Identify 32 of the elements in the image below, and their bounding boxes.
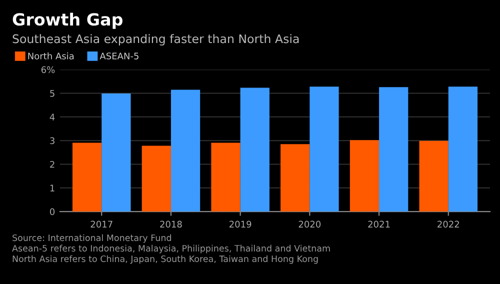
text: North Asia refers to China, Japan, South Korea, Taiwan and Hong Kong: [12, 255, 318, 264]
bar: [102, 93, 131, 212]
bar: [211, 142, 240, 212]
bar: [419, 140, 448, 212]
x-tick-label: 2017: [90, 220, 112, 228]
bar: [170, 90, 200, 212]
y-tick-label: 1: [50, 184, 54, 192]
x-tick-label: 2021: [368, 220, 390, 228]
source-note: Source: International Monetary Fund: [12, 234, 171, 243]
y-tick-label: 0: [50, 208, 55, 216]
y-tick-label: 6%: [41, 66, 55, 74]
x-tick-label: 2019: [229, 220, 252, 228]
x-tick-label: 2018: [160, 220, 182, 228]
bar: [280, 144, 310, 212]
legend-label: ASEAN-5: [100, 52, 138, 60]
bar: [240, 88, 270, 212]
chart-subtitle: Southeast Asia expanding faster than North Asia: [12, 34, 299, 46]
y-tick-label: 5: [50, 90, 54, 97]
x-tick-label: 2020: [298, 220, 321, 228]
y-tick-label: 4: [50, 114, 55, 120]
bar: [350, 140, 380, 212]
bar: [72, 142, 102, 212]
bar: [448, 86, 478, 212]
y-tick-label: 3: [50, 137, 54, 144]
bar: [310, 86, 339, 212]
chart-title: Growth Gap: [12, 12, 122, 29]
y-tick-label: 2: [50, 160, 54, 168]
bar: [379, 87, 408, 212]
text: Asean-5 refers to Indonesia, Malaysia, Philippines, Thailand and Vietnam: [12, 244, 330, 254]
bar: [142, 146, 171, 212]
legend-label: North Asia: [28, 52, 74, 60]
x-tick-label: 2022: [438, 220, 459, 228]
